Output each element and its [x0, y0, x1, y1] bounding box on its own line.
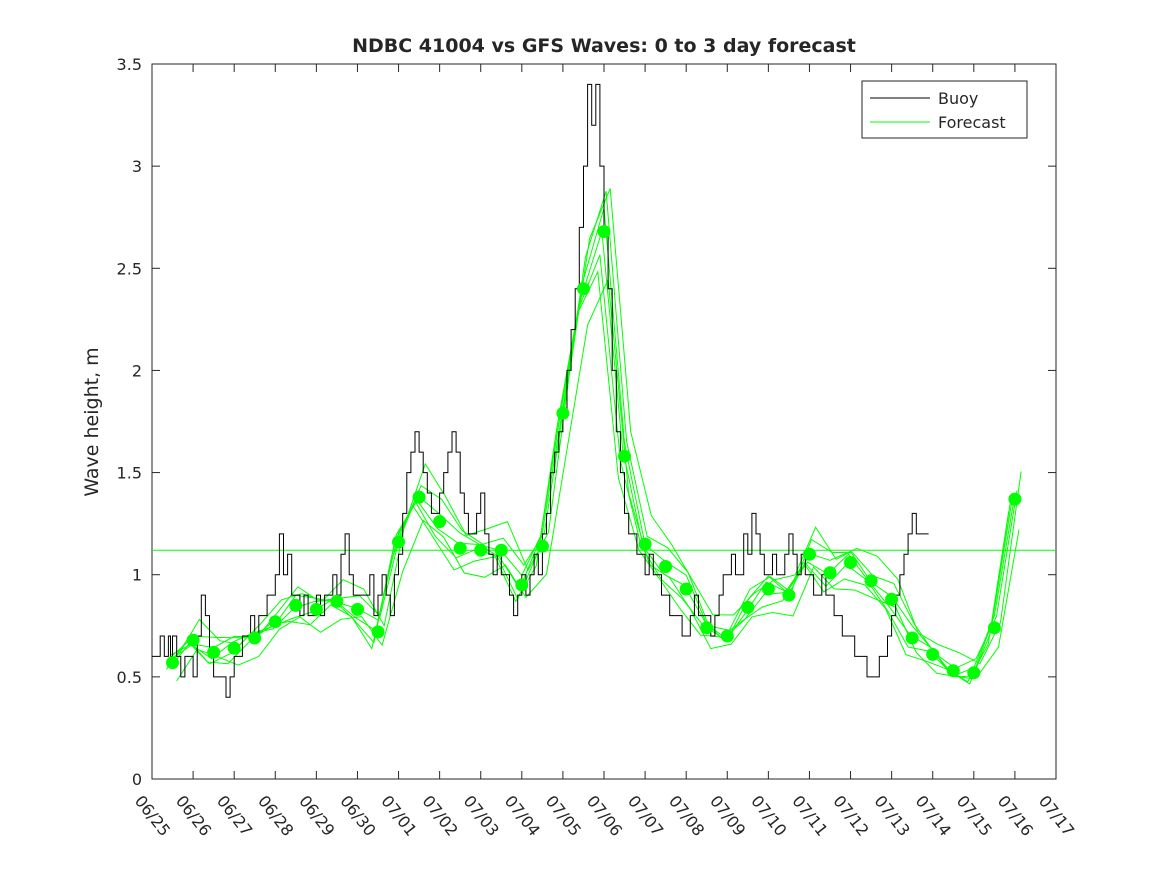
forecast-marker — [186, 633, 200, 647]
legend-box — [861, 80, 1028, 139]
forecast-marker — [823, 566, 837, 580]
y-tick-label: 1.5 — [117, 464, 142, 483]
forecast-marker — [392, 535, 405, 549]
y-tick-label: 3 — [132, 157, 142, 176]
forecast-marker — [330, 594, 344, 608]
forecast-marker — [741, 600, 755, 614]
chart-title: NDBC 41004 vs GFS Waves: 0 to 3 day fore… — [352, 35, 856, 57]
y-tick-label: 0 — [132, 770, 142, 789]
forecast-marker — [494, 543, 508, 557]
forecast-marker — [844, 556, 857, 569]
y-tick-label: 2.5 — [117, 259, 142, 278]
forecast-marker — [618, 449, 631, 463]
forecast-marker — [987, 621, 1001, 635]
y-tick-label: 1 — [132, 566, 142, 585]
forecast-marker — [453, 541, 467, 555]
forecast-marker — [207, 645, 221, 659]
buoy-line — [152, 83, 929, 698]
forecast-marker — [720, 629, 734, 643]
forecast-marker — [535, 539, 549, 553]
legend-label-forecast: Forecast — [938, 113, 1006, 132]
forecast-marker — [782, 588, 796, 602]
forecast-marker — [371, 625, 385, 639]
forecast-marker — [515, 578, 529, 592]
forecast-marker — [761, 582, 775, 596]
forecast-marker — [659, 560, 673, 573]
forecast-marker — [351, 602, 364, 616]
legend: Buoy Forecast — [861, 80, 1028, 139]
forecast-marker — [597, 225, 611, 238]
forecast-marker — [926, 647, 940, 661]
forecast-marker — [864, 574, 878, 588]
forecast-marker — [289, 598, 303, 612]
forecast-marker — [556, 406, 570, 420]
forecast-marker — [433, 515, 447, 529]
forecast-marker — [967, 666, 981, 680]
y-tick-label: 2 — [132, 361, 142, 380]
forecast-marker — [638, 537, 652, 551]
y-tick-label: 0.5 — [117, 668, 142, 687]
forecast-marker — [803, 547, 816, 561]
forecast-marker — [227, 641, 241, 655]
forecast-marker — [946, 664, 960, 678]
forecast-line — [176, 277, 1020, 682]
forecast-marker — [412, 490, 426, 504]
forecast-marker — [248, 631, 262, 645]
forecast-marker — [577, 282, 590, 296]
forecast-marker — [905, 631, 919, 645]
forecast-marker — [700, 621, 714, 635]
forecast-marker — [166, 656, 179, 670]
forecast-marker — [268, 615, 282, 629]
forecast-marker — [1008, 492, 1022, 506]
y-axis-label: Wave height, m — [81, 347, 103, 496]
legend-label-buoy: Buoy — [938, 89, 978, 108]
forecast-marker — [309, 602, 323, 616]
forecast-marker — [885, 592, 899, 606]
forecast-marker — [679, 582, 693, 596]
forecast-line — [178, 188, 1022, 665]
y-tick-label: 3.5 — [117, 55, 142, 74]
forecast-marker — [474, 543, 488, 557]
